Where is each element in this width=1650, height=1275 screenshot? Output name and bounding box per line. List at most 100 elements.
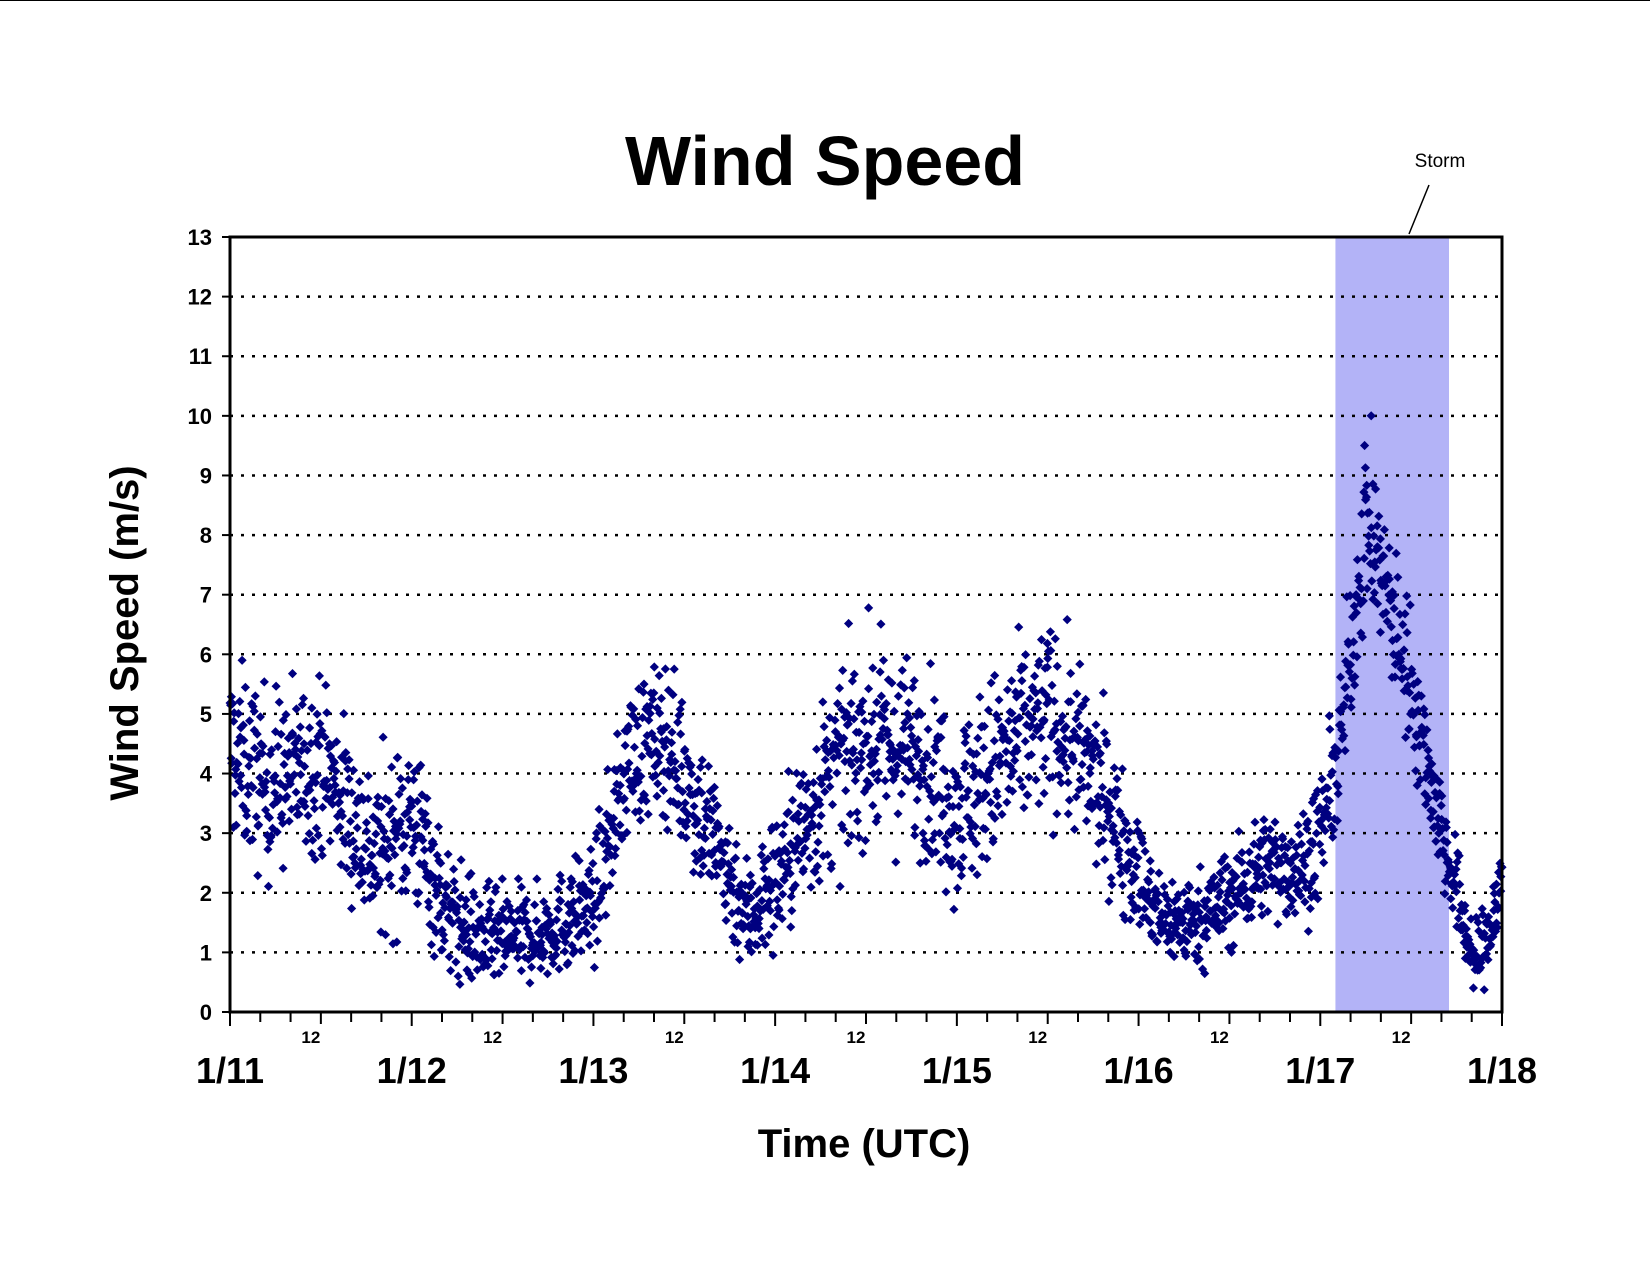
data-point <box>1278 834 1288 844</box>
data-point <box>551 915 562 925</box>
data-point <box>322 775 332 786</box>
data-point <box>806 882 816 892</box>
data-point <box>742 853 752 863</box>
data-point <box>844 618 854 629</box>
data-point <box>424 902 434 912</box>
data-point <box>1321 803 1331 813</box>
data-point <box>525 978 535 988</box>
data-point <box>1330 752 1341 763</box>
data-point <box>765 885 776 895</box>
data-point <box>682 816 692 826</box>
data-point <box>1215 868 1225 878</box>
data-point <box>815 800 825 810</box>
data-point <box>1463 950 1474 960</box>
data-point <box>1461 924 1471 934</box>
data-point <box>393 752 403 762</box>
data-point <box>552 936 562 946</box>
data-point <box>1391 548 1401 558</box>
data-point <box>653 757 663 768</box>
data-point <box>1296 891 1306 901</box>
data-point <box>387 843 397 853</box>
data-point <box>943 782 953 792</box>
data-point <box>237 655 247 665</box>
data-point <box>988 834 998 844</box>
data-point <box>1300 860 1310 871</box>
data-point <box>645 708 655 719</box>
data-point <box>446 966 456 976</box>
data-point <box>236 782 247 793</box>
data-point <box>997 809 1007 819</box>
data-point <box>1275 887 1286 897</box>
data-point <box>563 899 573 910</box>
data-point <box>818 697 828 707</box>
data-point <box>1191 921 1202 931</box>
data-point <box>1241 893 1252 903</box>
data-point <box>985 774 995 784</box>
data-point <box>312 709 322 719</box>
data-point <box>1194 954 1204 964</box>
data-point <box>929 695 939 705</box>
data-point <box>726 881 736 891</box>
data-point <box>537 930 547 940</box>
data-point <box>991 787 1002 797</box>
data-point <box>1325 796 1335 806</box>
data-point <box>296 746 307 756</box>
data-point <box>1240 884 1250 894</box>
data-point <box>1327 767 1337 777</box>
data-point <box>545 934 555 944</box>
data-point <box>937 794 947 804</box>
data-point <box>1043 653 1053 664</box>
data-point <box>1033 698 1043 708</box>
data-point <box>888 754 898 764</box>
data-point <box>301 836 311 846</box>
data-point <box>290 738 300 748</box>
data-point <box>823 766 833 776</box>
data-point <box>1144 877 1154 887</box>
data-point <box>838 824 848 834</box>
data-point <box>906 722 916 733</box>
data-point <box>639 679 649 689</box>
data-point <box>363 866 373 876</box>
data-point <box>1473 917 1483 927</box>
data-point <box>289 749 299 759</box>
data-point <box>698 861 708 871</box>
data-point <box>1276 858 1286 868</box>
data-point <box>743 941 753 952</box>
data-point <box>336 860 346 870</box>
data-point <box>1193 886 1203 896</box>
data-point <box>684 783 694 793</box>
data-point <box>585 940 595 950</box>
data-point <box>494 968 504 978</box>
data-point <box>592 936 602 946</box>
data-point <box>909 774 919 784</box>
data-point <box>636 771 646 781</box>
data-point <box>1360 463 1370 473</box>
data-point <box>960 738 970 748</box>
data-point <box>1476 963 1486 973</box>
data-point <box>422 867 432 877</box>
data-point <box>1288 872 1298 882</box>
data-point <box>1381 607 1391 618</box>
data-point <box>1256 901 1266 911</box>
data-point <box>456 855 466 865</box>
data-point <box>979 743 989 753</box>
data-point <box>708 829 718 839</box>
data-point <box>609 813 619 823</box>
data-point <box>916 710 926 720</box>
data-point <box>697 755 707 765</box>
data-point <box>780 844 790 854</box>
data-point <box>1091 720 1101 730</box>
data-point <box>1288 895 1298 905</box>
data-point <box>649 662 659 672</box>
data-point <box>1382 616 1392 626</box>
data-point <box>1339 731 1349 741</box>
data-point <box>302 745 312 755</box>
data-point <box>811 847 821 857</box>
data-point <box>981 790 991 800</box>
data-point <box>544 910 554 920</box>
data-point <box>904 713 915 723</box>
data-point <box>724 823 734 833</box>
data-point <box>734 905 744 915</box>
data-point <box>858 696 868 706</box>
data-point <box>388 804 398 814</box>
